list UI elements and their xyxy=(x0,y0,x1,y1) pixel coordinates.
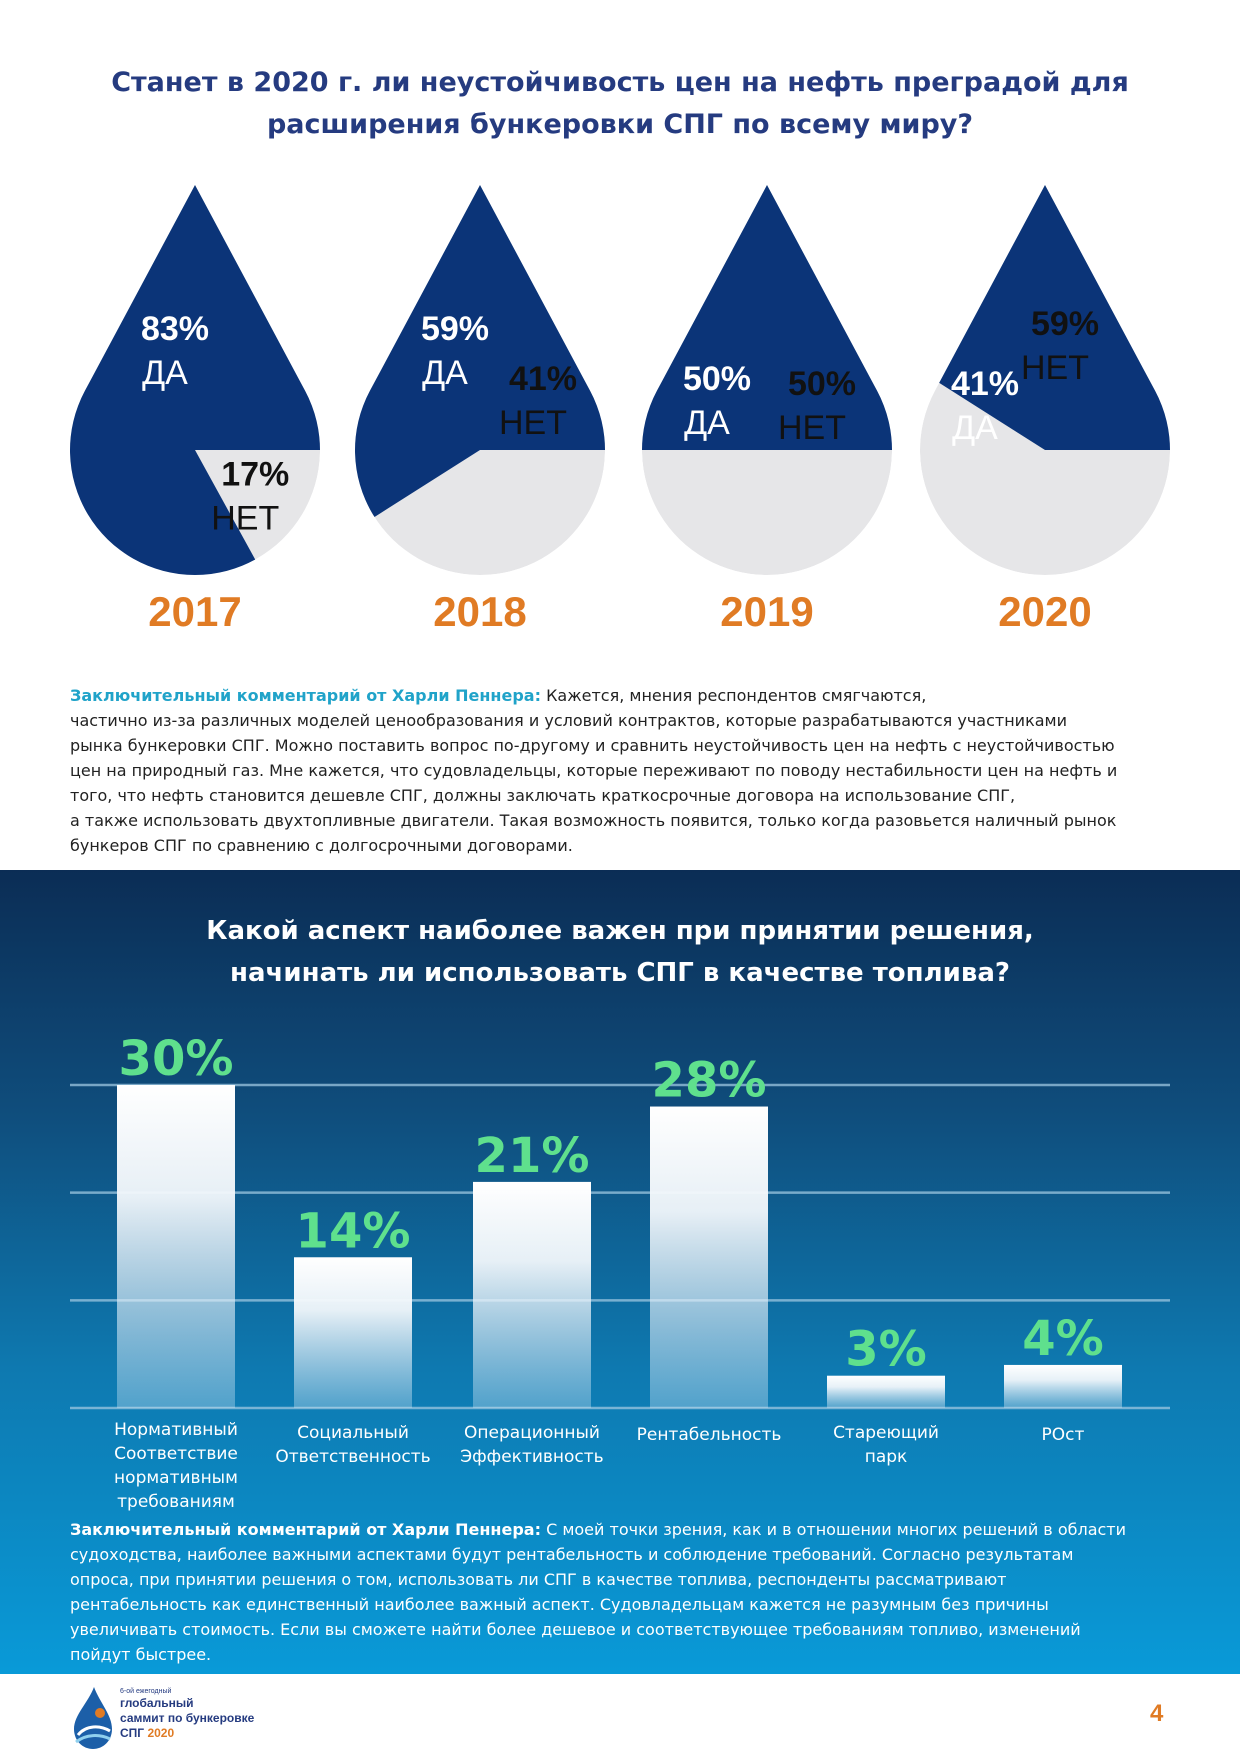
question1-title-line2: расширения бункеровки СПГ по всему миру? xyxy=(266,109,974,140)
bar-category-2-line-0: Операционный xyxy=(464,1423,600,1443)
bar-category-1-line-1: Ответственность xyxy=(275,1447,430,1467)
drop-no-2018-label: НЕТ xyxy=(499,404,567,442)
bar-chart: 30% Нормативный Соответствие нормативным тре… xyxy=(70,1031,1170,1512)
drop-no-2020-pct: 59% xyxy=(1031,305,1099,343)
bar-value-3: 28% xyxy=(652,1053,767,1109)
comment1-line4: цен на природный газ. Мне кажется, что с… xyxy=(70,761,1118,780)
logo-text: 6-ой ежегодный глобальный саммит по бунк… xyxy=(120,1687,254,1741)
drop-yes-2020-pct: 41% xyxy=(951,365,1019,403)
bar-0 xyxy=(117,1085,235,1408)
summit-logo: 6-ой ежегодный глобальный саммит по бунк… xyxy=(70,1683,310,1753)
bar-category-1-line-0: Социальный xyxy=(297,1423,409,1443)
comment1-label: Заключительный комментарий от Харли Пенн… xyxy=(70,686,541,705)
drop-2019 xyxy=(641,185,893,575)
comment2-line5: увеличивать стоимость. Если вы сможете н… xyxy=(70,1620,1081,1639)
bar-category-2-line-1: Эффективность xyxy=(460,1447,603,1467)
year-label-2020: 2020 xyxy=(998,588,1092,635)
comment1-line7: бункеров СПГ по сравнению с долгосрочным… xyxy=(70,836,573,855)
logo-line0: 6-ой ежегодный xyxy=(120,1688,172,1695)
page-number: 4 xyxy=(1150,1700,1164,1727)
question1-title-line1: Станет в 2020 г. ли неустойчивость цен н… xyxy=(111,67,1129,98)
drop-yes-segment-2020 xyxy=(919,185,1171,450)
drop-yes-segment-2018 xyxy=(354,185,605,576)
drop-yes-2019-pct: 50% xyxy=(683,360,751,398)
drop-yes-2018-pct: 59% xyxy=(421,310,489,348)
year-label-2017: 2017 xyxy=(148,588,242,635)
comment2-label: Заключительный комментарий от Харли Пенн… xyxy=(70,1520,541,1539)
drop-no-2018-pct: 41% xyxy=(509,360,577,398)
drop-no-2019-pct: 50% xyxy=(788,365,856,403)
drop-no-2017-pct: 17% xyxy=(221,456,289,494)
drop-yes-segment-2019 xyxy=(641,185,893,450)
drop-2018 xyxy=(354,185,605,576)
comment1: Заключительный комментарий от Харли Пенн… xyxy=(70,683,1180,858)
comment1-line2: частично из-за различных моделей ценообр… xyxy=(70,711,1068,730)
drop-yes-segment-2017 xyxy=(69,185,321,576)
drop-2020 xyxy=(919,185,1171,575)
drop-yes-2019-label: ДА xyxy=(684,404,730,442)
drop-yes-2020-label: ДА xyxy=(952,409,998,447)
drop-yes-2017-pct: 83% xyxy=(141,310,209,348)
bar-value-1: 14% xyxy=(296,1203,411,1259)
bar-1 xyxy=(294,1257,412,1408)
comment1-line6: а также использовать двухтопливные двига… xyxy=(70,811,1117,830)
logo-year: 2020 xyxy=(147,1726,175,1740)
bar-category-4-line-0: Стареющий xyxy=(833,1423,939,1443)
drop-yes-2018-label: ДА xyxy=(422,354,468,392)
bar-value-5: 4% xyxy=(1022,1311,1104,1367)
logo-line1: глобальный xyxy=(120,1696,194,1710)
bar-category-0-line-0: Нормативный xyxy=(114,1420,238,1440)
question2-title: Какой аспект наиболее важен при принятии… xyxy=(120,910,1120,994)
bar-category-5-line-0: РОст xyxy=(1042,1425,1085,1445)
drop-no-2019-label: НЕТ xyxy=(778,409,846,447)
bar-chart-panel: 30% Нормативный Соответствие нормативным тре… xyxy=(0,870,1240,1674)
comment2-line3: опроса, при принятии решения о том, испо… xyxy=(70,1570,1007,1589)
bar-category-0-line-2: нормативным xyxy=(114,1468,238,1488)
question2-title-line1: Какой аспект наиболее важен при принятии… xyxy=(206,916,1034,946)
bar-4 xyxy=(827,1375,945,1408)
comment1-line5: того, что нефть становится дешевле СПГ, … xyxy=(70,786,1016,805)
bar-category-4-line-1: парк xyxy=(865,1447,908,1467)
bar-category-0-line-1: Соответствие xyxy=(114,1444,238,1464)
comment1-line1: Кажется, мнения респондентов смягчаются, xyxy=(546,686,927,705)
comment2-line4: рентабельность как единственный наиболее… xyxy=(70,1595,1049,1614)
drop-yes-2017-label: ДА xyxy=(142,354,188,392)
comment2-line1: С моей точки зрения, как и в отношении м… xyxy=(546,1520,1127,1539)
question2-title-line2: начинать ли использовать СПГ в качестве … xyxy=(230,958,1010,988)
drop-no-2020-label: НЕТ xyxy=(1021,349,1089,387)
bar-value-4: 3% xyxy=(845,1322,927,1378)
comment2-line2: судоходства, наиболее важными аспектами … xyxy=(70,1545,1074,1564)
logo-line3: СПГ xyxy=(120,1726,145,1740)
drop-2017 xyxy=(69,185,321,576)
bar-3 xyxy=(650,1106,768,1408)
bar-value-0: 30% xyxy=(119,1031,234,1087)
comment2-line6: пойдут быстрее. xyxy=(70,1645,212,1664)
bar-category-0-line-3: требованиям xyxy=(117,1492,235,1512)
question1-title: Станет в 2020 г. ли неустойчивость цен н… xyxy=(100,62,1140,146)
drop-no-2017-label: НЕТ xyxy=(211,500,279,538)
bar-2 xyxy=(473,1181,591,1408)
comment2: Заключительный комментарий от Харли Пенн… xyxy=(70,1517,1180,1667)
comment1-line3: рынка бункеровки СПГ. Можно поставить во… xyxy=(70,736,1115,755)
drop-logo-icon xyxy=(74,1687,112,1749)
bar-value-2: 21% xyxy=(475,1128,590,1184)
year-label-2019: 2019 xyxy=(720,588,814,635)
bar-5 xyxy=(1004,1364,1122,1408)
year-label-2018: 2018 xyxy=(433,588,527,635)
logo-line2: саммит по бункеровке xyxy=(120,1711,255,1725)
bar-category-3-line-0: Рентабельность xyxy=(637,1425,782,1445)
